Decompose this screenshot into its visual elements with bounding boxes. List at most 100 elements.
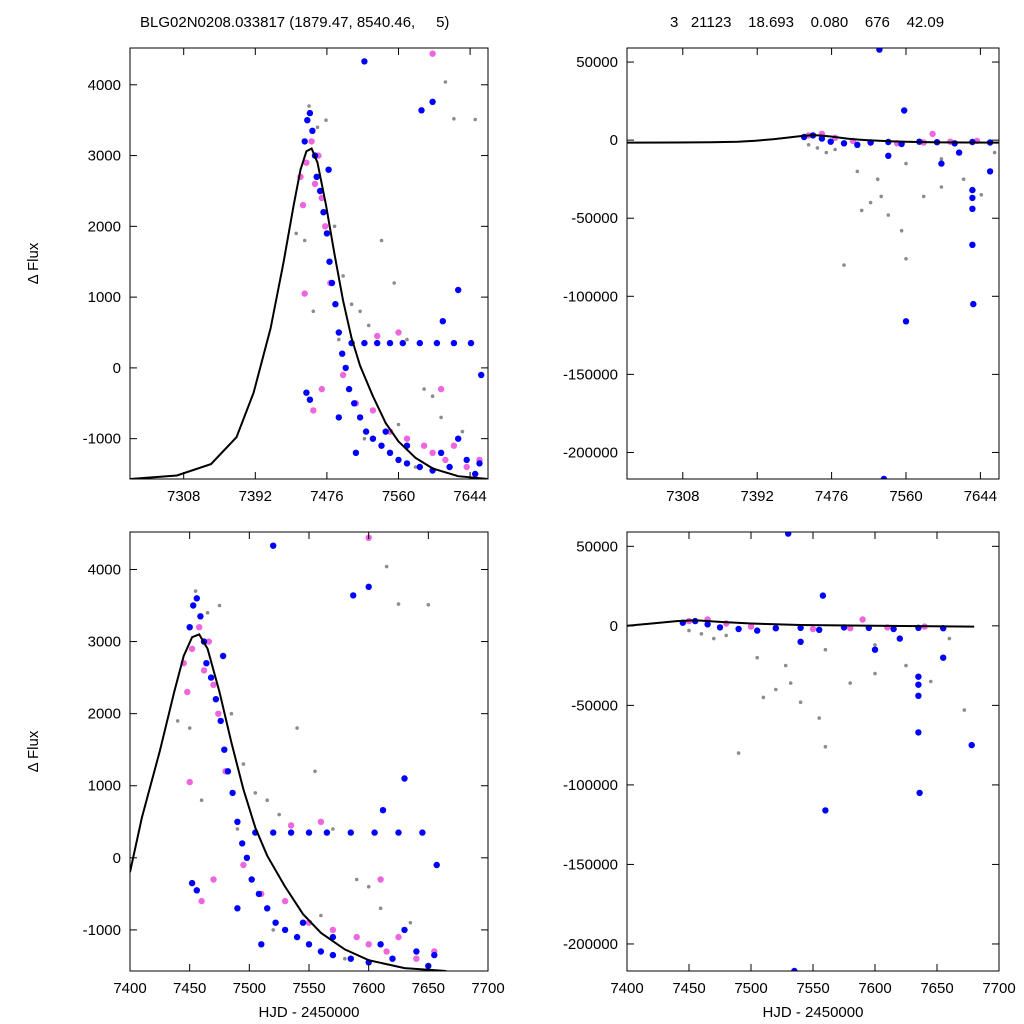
data-point-blue	[439, 318, 446, 325]
data-point-blue	[221, 746, 228, 753]
data-point-pink	[188, 645, 196, 652]
data-point-pink	[339, 371, 347, 379]
data-point-grey	[311, 309, 316, 314]
y-tick-label: 3000	[88, 148, 121, 165]
data-point-pink	[310, 407, 317, 414]
data-point-pink	[403, 435, 411, 442]
data-point-blue	[365, 583, 372, 590]
plot-area	[627, 48, 999, 479]
data-point-blue	[986, 168, 994, 175]
data-point-grey	[724, 633, 728, 638]
data-point-pink	[429, 50, 436, 57]
data-point-blue	[287, 829, 295, 836]
data-point-blue	[306, 396, 314, 403]
data-point-blue	[203, 660, 210, 667]
data-point-blue	[413, 948, 420, 955]
data-point-grey	[736, 751, 741, 755]
data-point-pink	[318, 385, 325, 393]
data-point-blue	[212, 696, 220, 703]
data-point-pink	[287, 822, 295, 829]
panel-bottom-right: 7400 7450 7500 7550 7600 7650 7700 -200000 -1500…	[563, 531, 1016, 1021]
data-point-blue	[704, 621, 711, 628]
data-point-blue	[467, 339, 475, 347]
data-point-blue	[716, 624, 724, 631]
data-point-pink	[374, 332, 381, 340]
x-tick-label: 7392	[239, 488, 272, 505]
data-point-blue	[399, 339, 406, 347]
data-point-blue	[193, 887, 200, 894]
data-point-blue	[478, 371, 485, 379]
data-point-pink	[196, 624, 203, 631]
data-point-pink	[210, 876, 217, 883]
data-point-blue	[437, 449, 445, 456]
data-point-blue	[317, 948, 325, 955]
model-curve	[627, 619, 975, 628]
data-point-blue	[299, 919, 307, 926]
x-tick-label: 7400	[113, 980, 146, 997]
data-point-blue	[785, 532, 792, 537]
data-point-pink	[205, 638, 212, 645]
plot-area	[130, 534, 447, 971]
x-tick-label: 7650	[920, 980, 953, 997]
data-point-blue	[270, 542, 277, 549]
data-point-grey	[817, 716, 821, 720]
y-tick-label: -150000	[563, 856, 618, 873]
data-point-blue	[351, 400, 358, 407]
data-point-grey	[396, 422, 401, 427]
data-point-blue	[188, 879, 196, 887]
y-tick-label: 50000	[576, 54, 618, 71]
data-point-grey	[473, 117, 478, 122]
data-point-grey	[823, 647, 828, 652]
data-point-pink	[747, 623, 755, 630]
data-point-grey	[452, 117, 456, 121]
data-point-blue	[374, 339, 381, 347]
data-point-pink	[200, 667, 208, 674]
data-point-blue	[347, 829, 354, 836]
data-point-grey	[815, 146, 820, 150]
data-point-blue	[885, 152, 892, 159]
data-point-blue	[347, 955, 354, 962]
data-point-grey	[439, 415, 443, 420]
x-tick-label: 7450	[672, 980, 705, 997]
x-tick-label: 7476	[815, 488, 848, 505]
data-point-blue	[362, 428, 370, 435]
data-point-grey	[939, 157, 944, 161]
data-point-blue	[197, 613, 204, 620]
data-point-blue	[827, 138, 834, 145]
data-point-blue	[342, 364, 349, 372]
x-tick-label: 7392	[741, 488, 774, 505]
data-point-blue	[819, 592, 827, 599]
data-point-blue	[377, 941, 384, 948]
data-point-pink	[215, 710, 222, 717]
data-point-blue	[797, 638, 804, 645]
data-point-grey	[855, 169, 860, 174]
data-point-blue	[401, 926, 408, 934]
data-point-grey	[842, 263, 846, 267]
data-point-pink	[809, 625, 817, 633]
data-point-blue	[772, 625, 779, 632]
data-point-pink	[303, 159, 310, 166]
data-point-blue	[938, 160, 945, 167]
x-tick-label: 7600	[352, 980, 385, 997]
data-point-grey	[187, 726, 192, 730]
panel-top-right: 7308 7392 7476 7560 7644 -200000 -150000 -10000…	[563, 47, 1000, 505]
data-point-pink	[463, 463, 470, 471]
header-left: BLG02N0208.033817 (1879.47, 8540.46, 5)	[140, 14, 450, 31]
data-point-blue	[190, 602, 197, 609]
data-point-grey	[405, 337, 409, 342]
header-right: 3 21123 18.693 0.080 676 42.09	[670, 14, 945, 31]
data-point-grey	[879, 194, 883, 199]
data-point-grey	[331, 827, 335, 831]
data-point-pink	[420, 442, 428, 449]
data-point-blue	[329, 933, 337, 941]
data-point-blue	[305, 941, 313, 948]
data-point-grey	[358, 309, 362, 314]
y-tick-label: 0	[610, 132, 618, 149]
x-tick-label: 7476	[310, 488, 343, 505]
data-point-grey	[337, 337, 341, 342]
data-point-blue	[822, 807, 829, 814]
data-point-grey	[947, 636, 952, 641]
data-point-blue	[969, 186, 976, 194]
x-tick-label: 7560	[889, 488, 922, 505]
data-point-pink	[198, 897, 205, 905]
